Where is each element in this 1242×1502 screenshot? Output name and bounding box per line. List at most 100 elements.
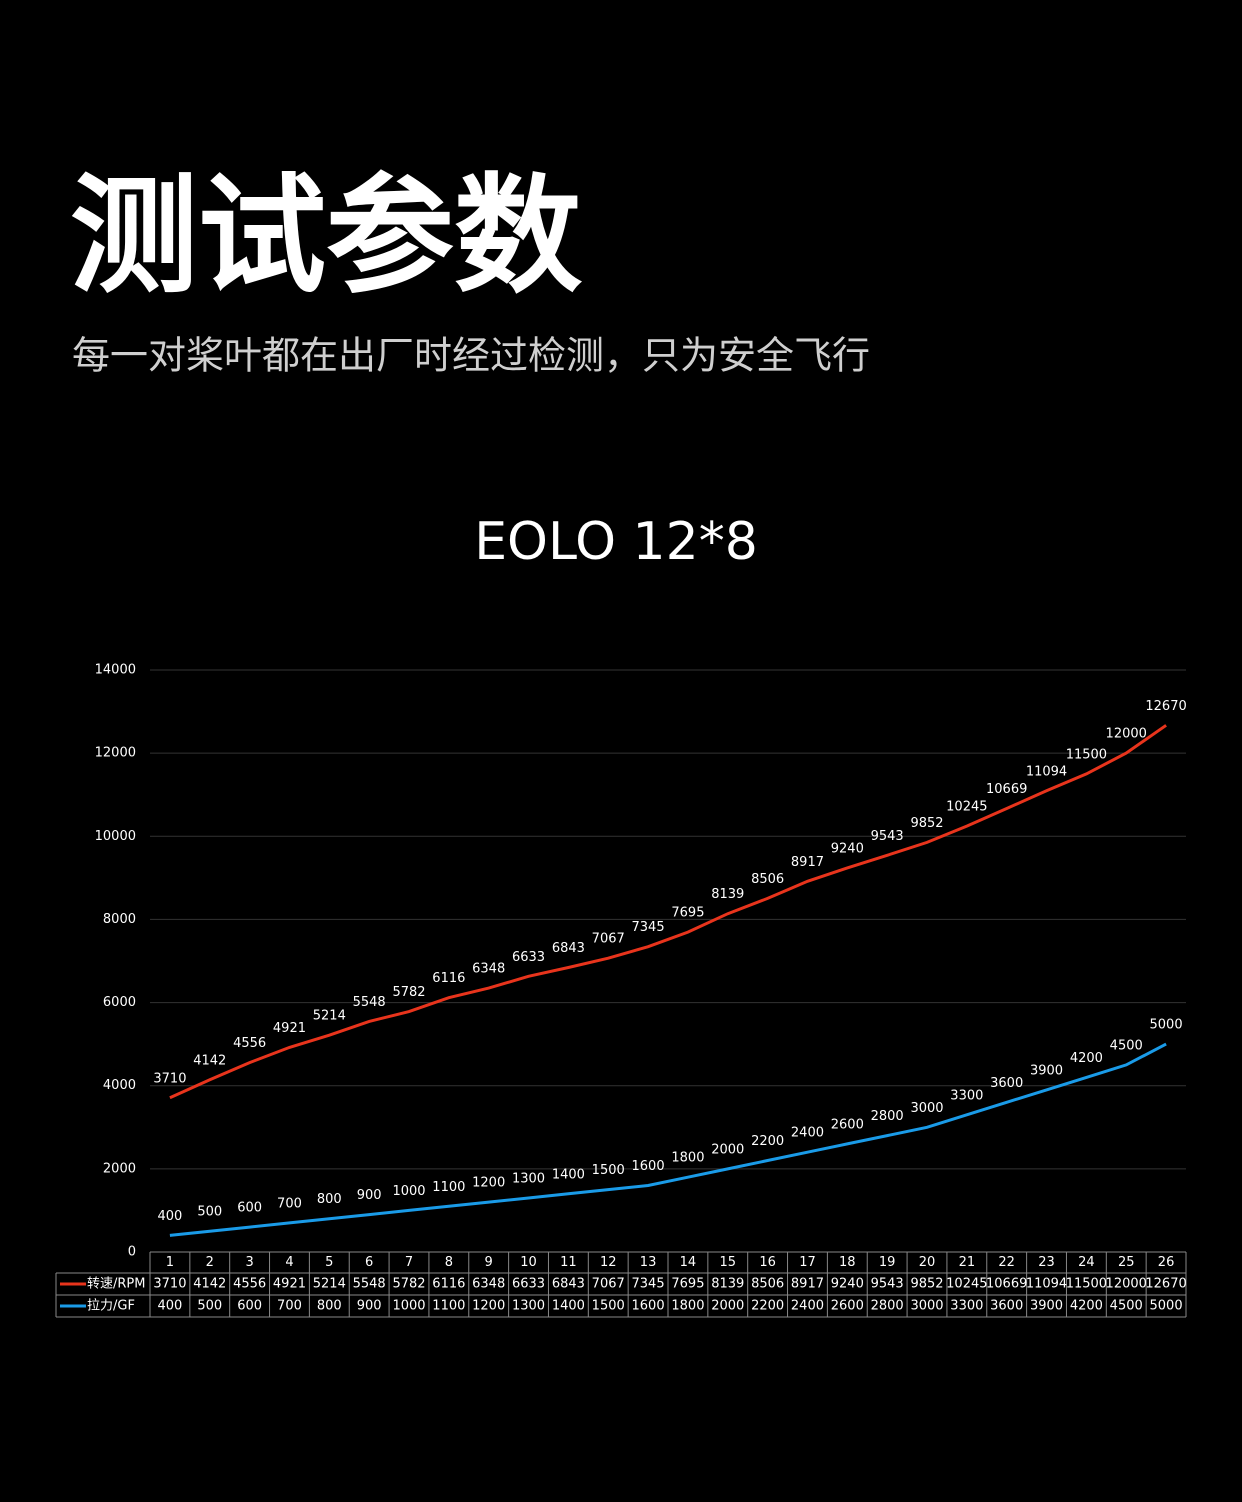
data-label: 1300 <box>512 1171 545 1186</box>
x-tick-label: 17 <box>799 1255 816 1270</box>
table-cell: 1300 <box>512 1299 545 1314</box>
data-label: 1400 <box>552 1167 585 1182</box>
table-cell: 9543 <box>871 1277 904 1292</box>
table-cell: 3000 <box>910 1299 943 1314</box>
table-cell: 6843 <box>552 1277 585 1292</box>
data-label: 900 <box>357 1188 382 1203</box>
x-tick-label: 20 <box>919 1255 936 1270</box>
x-tick-label: 13 <box>640 1255 657 1270</box>
table-cell: 11094 <box>1026 1277 1067 1292</box>
table-cell: 7067 <box>592 1277 625 1292</box>
x-tick-label: 18 <box>839 1255 856 1270</box>
table-cell: 700 <box>277 1299 302 1314</box>
table-cell: 5000 <box>1150 1299 1183 1314</box>
table-cell: 4921 <box>273 1277 306 1292</box>
x-tick-label: 25 <box>1118 1255 1135 1270</box>
data-label: 1200 <box>472 1176 505 1191</box>
data-label: 6843 <box>552 941 585 956</box>
table-cell: 12000 <box>1106 1277 1147 1292</box>
x-tick-label: 22 <box>998 1255 1015 1270</box>
data-label: 11500 <box>1066 747 1107 762</box>
legend-label: 拉力/GF <box>87 1299 135 1314</box>
x-tick-label: 2 <box>206 1255 214 1270</box>
x-tick-label: 26 <box>1158 1255 1175 1270</box>
data-label: 4921 <box>273 1021 306 1036</box>
table-cell: 2800 <box>871 1299 904 1314</box>
data-label: 2400 <box>791 1126 824 1141</box>
x-tick-label: 16 <box>759 1255 776 1270</box>
data-label: 800 <box>317 1192 342 1207</box>
data-label: 3900 <box>1030 1063 1063 1078</box>
data-label: 5548 <box>353 995 386 1010</box>
table-cell: 5782 <box>392 1277 425 1292</box>
page-subtitle: 每一对桨叶都在出厂时经过检测，只为安全飞行 <box>72 334 870 378</box>
page-title: 测试参数 <box>70 162 582 311</box>
table-cell: 1100 <box>432 1299 465 1314</box>
table-cell: 6116 <box>432 1277 465 1292</box>
x-tick-label: 10 <box>520 1255 537 1270</box>
data-label: 8139 <box>711 887 744 902</box>
data-label: 9852 <box>910 816 943 831</box>
x-tick-label: 3 <box>245 1255 253 1270</box>
table-cell: 11500 <box>1066 1277 1107 1292</box>
table-cell: 4200 <box>1070 1299 1103 1314</box>
data-label: 2600 <box>831 1117 864 1132</box>
y-tick-label: 8000 <box>103 912 136 927</box>
table-cell: 3900 <box>1030 1299 1063 1314</box>
table-cell: 1400 <box>552 1299 585 1314</box>
data-label: 11094 <box>1026 764 1067 779</box>
x-tick-label: 15 <box>719 1255 736 1270</box>
y-tick-label: 6000 <box>103 995 136 1010</box>
table-cell: 4500 <box>1110 1299 1143 1314</box>
x-tick-label: 24 <box>1078 1255 1095 1270</box>
x-tick-label: 7 <box>405 1255 413 1270</box>
x-tick-label: 14 <box>680 1255 697 1270</box>
data-label: 5000 <box>1150 1018 1183 1033</box>
table-cell: 2000 <box>711 1299 744 1314</box>
x-tick-label: 12 <box>600 1255 617 1270</box>
table-cell: 2400 <box>791 1299 824 1314</box>
data-label: 700 <box>277 1196 302 1211</box>
data-label: 4556 <box>233 1036 266 1051</box>
data-label: 7067 <box>592 932 625 947</box>
data-label: 3600 <box>990 1076 1023 1091</box>
table-cell: 9852 <box>910 1277 943 1292</box>
y-tick-label: 4000 <box>103 1078 136 1093</box>
table-cell: 8139 <box>711 1277 744 1292</box>
data-label: 4200 <box>1070 1051 1103 1066</box>
data-label: 3710 <box>153 1071 186 1086</box>
table-cell: 8917 <box>791 1277 824 1292</box>
data-label: 2200 <box>751 1134 784 1149</box>
table-cell: 12670 <box>1145 1277 1186 1292</box>
table-cell: 3300 <box>950 1299 983 1314</box>
y-tick-label: 0 <box>128 1245 136 1260</box>
x-tick-label: 8 <box>445 1255 453 1270</box>
data-label: 7695 <box>671 906 704 921</box>
table-cell: 600 <box>237 1299 262 1314</box>
x-tick-label: 19 <box>879 1255 896 1270</box>
y-tick-label: 12000 <box>95 746 136 761</box>
table-cell: 4556 <box>233 1277 266 1292</box>
data-label: 600 <box>237 1201 262 1216</box>
table-cell: 400 <box>158 1299 183 1314</box>
table-cell: 800 <box>317 1299 342 1314</box>
table-cell: 5548 <box>353 1277 386 1292</box>
data-label: 5782 <box>392 985 425 1000</box>
data-label: 10669 <box>986 782 1027 797</box>
x-tick-label: 9 <box>485 1255 493 1270</box>
data-label: 12670 <box>1145 699 1186 714</box>
x-tick-label: 6 <box>365 1255 373 1270</box>
data-label: 400 <box>158 1209 183 1224</box>
data-label: 12000 <box>1106 727 1147 742</box>
x-tick-label: 21 <box>959 1255 976 1270</box>
data-label: 1500 <box>592 1163 625 1178</box>
data-label: 3000 <box>910 1101 943 1116</box>
table-cell: 10669 <box>986 1277 1027 1292</box>
table-cell: 7695 <box>671 1277 704 1292</box>
data-label: 1000 <box>392 1184 425 1199</box>
data-label: 6116 <box>432 971 465 986</box>
x-tick-label: 4 <box>285 1255 293 1270</box>
table-cell: 6633 <box>512 1277 545 1292</box>
table-cell: 5214 <box>313 1277 346 1292</box>
